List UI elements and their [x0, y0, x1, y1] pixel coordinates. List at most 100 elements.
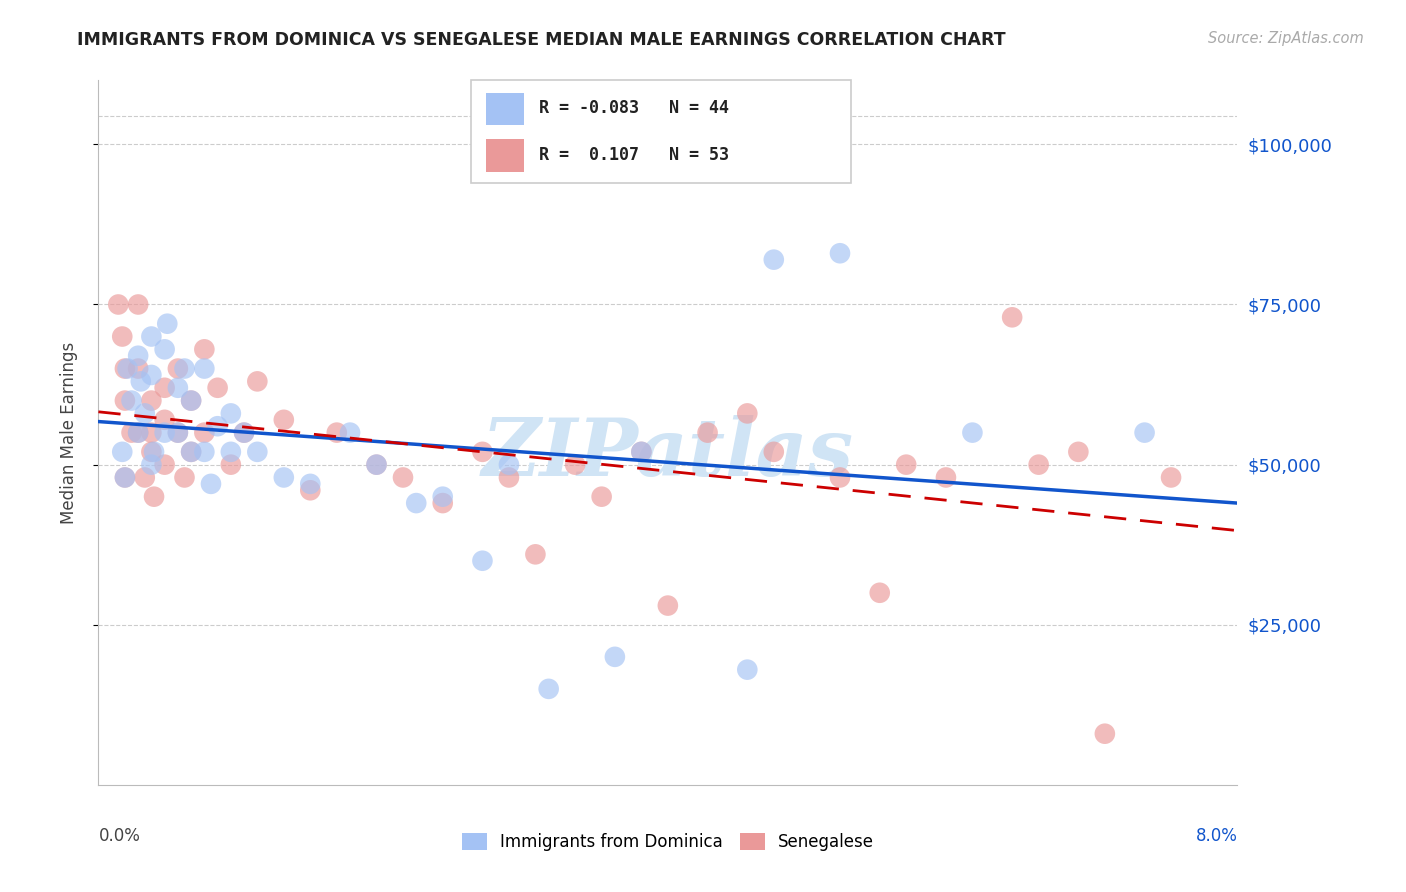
Point [121, 393, 143, 408]
Point [233, 425, 256, 440]
Point [153, 458, 176, 472]
Point [167, 425, 190, 440]
Point [1001, 310, 1024, 325]
Point [273, 470, 295, 484]
Point [233, 425, 256, 440]
Text: Source: ZipAtlas.com: Source: ZipAtlas.com [1208, 31, 1364, 46]
Point [180, 393, 202, 408]
Point [193, 425, 215, 440]
Point [219, 458, 242, 472]
FancyBboxPatch shape [486, 139, 524, 171]
Point [962, 425, 984, 440]
Point [762, 252, 785, 267]
Point [141, 393, 163, 408]
Text: R =  0.107   N = 53: R = 0.107 N = 53 [540, 145, 730, 163]
Point [392, 470, 415, 484]
Point [141, 368, 163, 382]
Point [657, 599, 679, 613]
Point [117, 361, 139, 376]
Point [366, 458, 388, 472]
Point [299, 483, 322, 498]
Point [156, 317, 179, 331]
Y-axis label: Median Male Earnings: Median Male Earnings [59, 342, 77, 524]
Point [193, 343, 215, 357]
Point [141, 425, 163, 440]
Point [141, 329, 163, 343]
Point [114, 470, 136, 484]
Point [869, 586, 891, 600]
Point [180, 393, 202, 408]
Point [127, 361, 149, 376]
Text: R = -0.083   N = 44: R = -0.083 N = 44 [540, 100, 730, 118]
Point [1160, 470, 1182, 484]
Point [111, 329, 134, 343]
Point [219, 445, 242, 459]
Point [498, 458, 520, 472]
Point [207, 381, 229, 395]
Point [193, 361, 215, 376]
Point [111, 445, 134, 459]
Point [246, 445, 269, 459]
Point [107, 297, 129, 311]
Point [180, 445, 202, 459]
Point [143, 490, 166, 504]
Point [326, 425, 349, 440]
Point [762, 445, 785, 459]
Point [339, 425, 361, 440]
Text: ZIPatlas: ZIPatlas [482, 415, 853, 492]
Point [737, 406, 759, 420]
Point [141, 445, 163, 459]
Point [246, 375, 269, 389]
Point [432, 496, 454, 510]
Point [737, 663, 759, 677]
Point [180, 445, 202, 459]
Text: 8.0%: 8.0% [1195, 827, 1237, 846]
Point [153, 413, 176, 427]
Point [200, 476, 222, 491]
Point [127, 349, 149, 363]
Point [498, 470, 520, 484]
FancyBboxPatch shape [486, 93, 524, 126]
Point [1067, 445, 1090, 459]
Point [127, 425, 149, 440]
Point [153, 381, 176, 395]
Point [564, 458, 586, 472]
Point [405, 496, 427, 510]
Point [630, 445, 652, 459]
FancyBboxPatch shape [471, 80, 851, 183]
Point [127, 425, 149, 440]
Point [1133, 425, 1156, 440]
Point [143, 445, 166, 459]
Point [828, 246, 851, 260]
Point [207, 419, 229, 434]
Point [896, 458, 918, 472]
Point [167, 425, 190, 440]
Point [153, 343, 176, 357]
Point [134, 406, 156, 420]
Point [219, 406, 242, 420]
Point [366, 458, 388, 472]
Point [193, 445, 215, 459]
Point [173, 361, 195, 376]
Point [696, 425, 718, 440]
Point [134, 470, 156, 484]
Point [432, 490, 454, 504]
Text: 0.0%: 0.0% [98, 827, 141, 846]
Point [1094, 727, 1116, 741]
Point [630, 445, 652, 459]
Point [935, 470, 957, 484]
Point [471, 554, 494, 568]
Point [471, 445, 494, 459]
Point [173, 470, 195, 484]
Point [114, 470, 136, 484]
Point [167, 381, 190, 395]
Point [299, 476, 322, 491]
Point [121, 425, 143, 440]
Point [524, 547, 547, 561]
Point [127, 297, 149, 311]
Legend: Immigrants from Dominica, Senegalese: Immigrants from Dominica, Senegalese [456, 826, 880, 858]
Point [828, 470, 851, 484]
Point [167, 361, 190, 376]
Point [114, 393, 136, 408]
Point [603, 649, 626, 664]
